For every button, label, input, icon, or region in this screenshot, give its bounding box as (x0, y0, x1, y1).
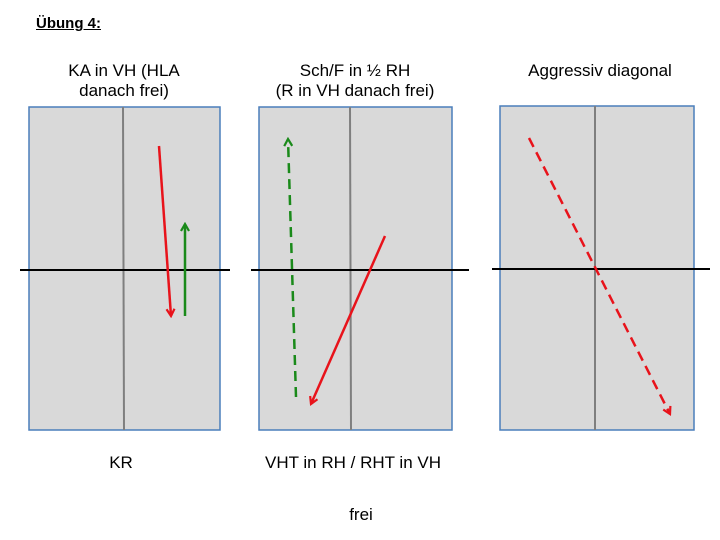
bottom-label: frei (349, 505, 373, 524)
panel-3-red-dashed-arrow (527, 137, 670, 414)
panel-2-footer: VHT in RH / RHT in VH (264, 453, 442, 472)
panel-2-heading: Sch/F in ½ RH (R in VH danach frei) (276, 61, 435, 101)
panel-2-green-dashed-arrow (288, 139, 298, 398)
panel-1-field (20, 106, 230, 431)
panel-2-center-line (349, 106, 352, 431)
slide-title: Übung 4: (36, 15, 101, 32)
panel-2-field (251, 106, 469, 431)
panel-1-footer: KR (109, 453, 133, 472)
panel-1-heading-line-2: danach frei) (79, 81, 169, 100)
panel-3-heading-line-1: Aggressiv diagonal (528, 61, 672, 80)
panel-2-heading-line-2: (R in VH danach frei) (275, 81, 435, 100)
panel-2-heading-line-1: Sch/F in ½ RH (299, 61, 411, 80)
panel-1-center-line (122, 106, 125, 431)
panel-2-red-arrow (311, 235, 387, 404)
panel-1-red-arrow (157, 145, 171, 316)
panel-1-heading: KA in VH (HLA danach frei) (68, 61, 180, 101)
panel-1-heading-line-1: KA in VH (HLA (68, 61, 180, 80)
panel-3-heading: Aggressiv diagonal (528, 61, 672, 81)
panel-3-field (492, 105, 710, 431)
